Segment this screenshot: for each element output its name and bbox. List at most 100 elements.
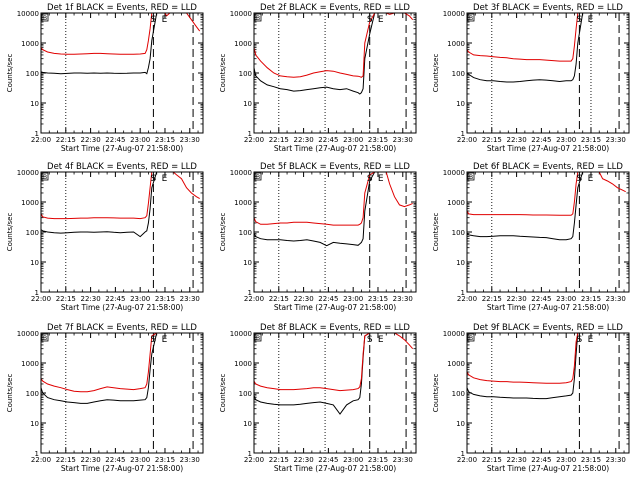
y-tick-label: 1000 (234, 40, 252, 48)
x-tick-label: 22:45 (531, 456, 551, 464)
y-tick-label: 1000 (447, 199, 465, 207)
corner-box-marker (41, 13, 49, 22)
x-tick-label: 22:00 (31, 136, 51, 144)
panel-6: Det 6f BLACK = Events, RED = LLD 1 10 100 10… (432, 162, 630, 312)
end-marker-label: E (378, 335, 384, 345)
x-tick-label: 23:00 (556, 295, 576, 303)
y-tick-label: 1000 (21, 40, 39, 48)
series-line-events (41, 333, 200, 404)
corner-box-marker (254, 333, 262, 342)
series-line-lld (254, 172, 413, 226)
x-tick-label: 22:15 (269, 456, 289, 464)
x-tick-label: 22:15 (269, 295, 289, 303)
start-marker-label: S (367, 335, 373, 345)
corner-box-marker (467, 172, 475, 181)
y-tick-label: 1000 (234, 360, 252, 368)
y-tick-label: 10000 (230, 169, 252, 177)
y-tick-label: 100 (26, 390, 39, 398)
y-tick-label: 1000 (234, 199, 252, 207)
y-tick-label: 10 (243, 259, 252, 267)
y-tick-label: 10 (243, 420, 252, 428)
x-tick-label: 22:30 (293, 456, 313, 464)
end-marker-label: E (588, 174, 594, 184)
x-tick-label: 23:30 (606, 295, 626, 303)
y-tick-label: 100 (452, 390, 465, 398)
x-tick-label: 22:00 (244, 136, 264, 144)
corner-box-label: B (469, 15, 473, 22)
corner-box-label: B (469, 174, 473, 181)
series-line-lld (467, 13, 626, 62)
series-line-lld (41, 333, 200, 393)
panel-title: Det 5f BLACK = Events, RED = LLD (260, 162, 410, 172)
y-tick-label: 100 (452, 229, 465, 237)
x-tick-label: 23:15 (155, 456, 175, 464)
x-axis-label: Start Time (27-Aug-07 21:58:00) (274, 303, 396, 312)
plot-frame (40, 332, 204, 454)
plot-frame (466, 12, 630, 134)
start-marker-label: S (577, 15, 583, 25)
x-tick-label: 23:15 (155, 136, 175, 144)
x-tick-label: 23:15 (581, 295, 601, 303)
plot-frame (466, 332, 630, 454)
y-tick-label: 10 (30, 259, 39, 267)
x-axis-label: Start Time (27-Aug-07 21:58:00) (487, 464, 609, 473)
start-marker-label: S (577, 174, 583, 184)
series-line-lld (467, 172, 626, 216)
end-marker-label: E (378, 15, 384, 25)
series-line-events (41, 172, 200, 238)
panel-title: Det 8f BLACK = Events, RED = LLD (260, 323, 410, 333)
y-axis-label: Counts/sec (432, 54, 440, 93)
corner-box-marker (467, 333, 475, 342)
y-tick-label: 1 (35, 130, 39, 138)
y-tick-label: 10000 (17, 169, 39, 177)
x-tick-label: 23:30 (606, 456, 626, 464)
y-tick-label: 1 (248, 450, 252, 458)
x-tick-label: 23:00 (556, 136, 576, 144)
x-tick-label: 23:00 (130, 456, 150, 464)
x-axis-label: Start Time (27-Aug-07 21:58:00) (61, 303, 183, 312)
panel-title: Det 9f BLACK = Events, RED = LLD (473, 323, 623, 333)
y-axis-label: Counts/sec (219, 54, 227, 93)
plot-frame (466, 171, 630, 293)
panel-title: Det 4f BLACK = Events, RED = LLD (47, 162, 197, 172)
panel-4: Det 4f BLACK = Events, RED = LLD 1 10 100 10… (6, 162, 204, 312)
y-tick-label: 100 (239, 229, 252, 237)
x-tick-label: 23:00 (343, 136, 363, 144)
y-tick-label: 10000 (443, 330, 465, 338)
corner-box-marker (41, 333, 49, 342)
x-tick-label: 22:00 (31, 456, 51, 464)
x-tick-label: 22:45 (318, 456, 338, 464)
y-axis-label: Counts/sec (6, 54, 14, 93)
y-tick-label: 10 (456, 259, 465, 267)
plot-frame (40, 171, 204, 293)
y-axis-label: Counts/sec (219, 213, 227, 252)
x-tick-label: 23:30 (393, 456, 413, 464)
y-tick-label: 100 (26, 229, 39, 237)
y-tick-label: 10 (30, 100, 39, 108)
y-tick-label: 10 (243, 100, 252, 108)
x-tick-label: 23:30 (180, 136, 200, 144)
corner-box-label: B (256, 15, 260, 22)
x-tick-label: 22:45 (531, 136, 551, 144)
end-marker-label: E (588, 15, 594, 25)
x-tick-label: 22:30 (293, 295, 313, 303)
y-tick-label: 1000 (21, 360, 39, 368)
y-tick-label: 1 (461, 289, 465, 297)
y-tick-label: 100 (452, 70, 465, 78)
y-tick-label: 10 (456, 100, 465, 108)
end-marker-label: E (162, 15, 168, 25)
y-tick-label: 10 (456, 420, 465, 428)
x-tick-label: 23:00 (130, 136, 150, 144)
series-line-lld (254, 333, 414, 392)
end-marker-label: E (378, 174, 384, 184)
x-tick-label: 23:15 (368, 136, 388, 144)
y-tick-label: 1 (248, 289, 252, 297)
x-tick-label: 23:30 (180, 456, 200, 464)
series-line-events (467, 172, 626, 241)
x-tick-label: 23:30 (606, 136, 626, 144)
x-tick-label: 23:30 (180, 295, 200, 303)
start-marker-label: S (151, 335, 157, 345)
panel-title: Det 1f BLACK = Events, RED = LLD (47, 3, 197, 13)
x-tick-label: 22:45 (105, 295, 125, 303)
y-tick-label: 10000 (230, 10, 252, 18)
